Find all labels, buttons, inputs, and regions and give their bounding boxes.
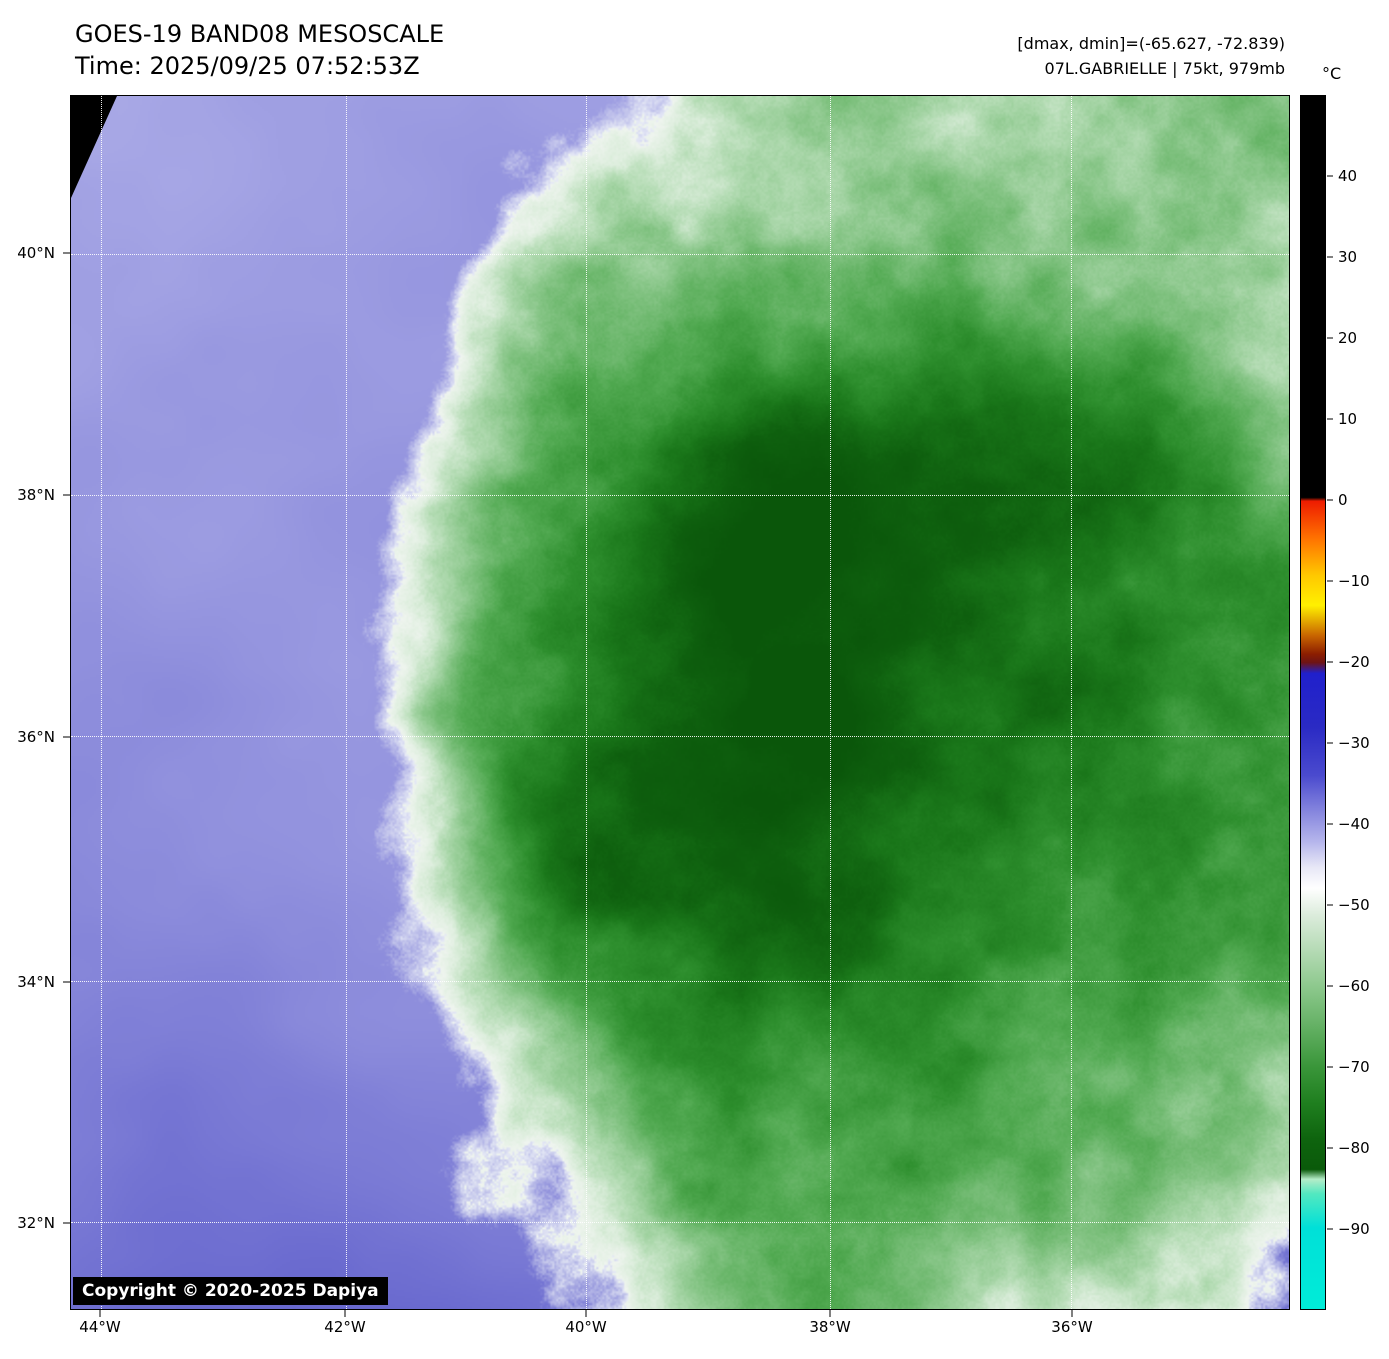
colorbar-tick-mark — [1327, 256, 1333, 258]
dmax-dmin-readout: [dmax, dmin]=(-65.627, -72.839) — [1017, 34, 1285, 53]
latitude-tick-label: 32°N — [17, 1213, 55, 1232]
latitude-axis: 40°N 38°N 36°N 34°N 32°N — [0, 95, 62, 1310]
longitude-tick-label: 38°W — [809, 1318, 851, 1336]
latitude-gridline — [71, 253, 1289, 255]
colorbar-tick-mark — [1327, 823, 1333, 825]
longitude-tick-mark — [829, 1310, 831, 1317]
longitude-gridline — [1071, 96, 1073, 1309]
figure-title: GOES-19 BAND08 MESOSCALE — [75, 20, 445, 48]
longitude-gridline — [586, 96, 588, 1309]
storm-info-readout: 07L.GABRIELLE | 75kt, 979mb — [1044, 59, 1285, 78]
latitude-tick-label: 40°N — [17, 243, 55, 262]
colorbar-tick-mark — [1327, 985, 1333, 987]
latitude-tick-mark — [63, 981, 70, 983]
colorbar-tick-mark — [1327, 1228, 1333, 1230]
figure-timestamp: Time: 2025/09/25 07:52:53Z — [75, 52, 420, 80]
colorbar-tick-label: 0 — [1338, 490, 1348, 509]
header-right-block: [dmax, dmin]=(-65.627, -72.839) 07L.GABR… — [1017, 31, 1285, 81]
colorbar-tick-label: −90 — [1338, 1219, 1370, 1238]
temperature-colorbar — [1300, 95, 1326, 1310]
latitude-gridline — [71, 736, 1289, 738]
colorbar-tick-mark — [1327, 580, 1333, 582]
latitude-tick-label: 36°N — [17, 727, 55, 746]
longitude-tick-mark — [585, 1310, 587, 1317]
colorbar-tick-mark — [1327, 661, 1333, 663]
colorbar-tick-label: 10 — [1338, 410, 1358, 429]
colorbar-tick-label: −20 — [1338, 653, 1370, 672]
colorbar-tick-mark — [1327, 904, 1333, 906]
longitude-tick-label: 40°W — [565, 1318, 607, 1336]
latitude-tick-mark — [63, 252, 70, 254]
latitude-tick-label: 38°N — [17, 485, 55, 504]
colorbar-tick-label: −10 — [1338, 572, 1370, 590]
longitude-gridline — [829, 96, 831, 1309]
colorbar-tick-label: −50 — [1338, 896, 1370, 915]
latitude-gridline — [71, 495, 1289, 497]
latitude-gridline — [71, 1221, 1289, 1223]
latitude-tick-marks — [63, 95, 70, 1310]
copyright-badge: Copyright © 2020-2025 Dapiya — [73, 1277, 388, 1305]
longitude-tick-mark — [99, 1310, 101, 1317]
colorbar-tick-label: 30 — [1338, 247, 1358, 266]
longitude-tick-label: 44°W — [79, 1318, 121, 1336]
colorbar-tick-mark — [1327, 1147, 1333, 1149]
colorbar-tick-mark — [1327, 175, 1333, 177]
longitude-tick-marks — [70, 1310, 1290, 1317]
colorbar-tick-mark — [1327, 337, 1333, 339]
latitude-gridline — [71, 981, 1289, 983]
longitude-axis: 44°W 42°W 40°W 38°W 36°W — [70, 1318, 1290, 1340]
longitude-tick-mark — [1071, 1310, 1073, 1317]
longitude-gridline — [100, 96, 102, 1309]
latitude-tick-mark — [63, 1222, 70, 1224]
longitude-tick-label: 36°W — [1051, 1318, 1093, 1336]
colorbar-tick-mark — [1327, 418, 1333, 420]
colorbar-tick-label: −30 — [1338, 733, 1370, 752]
latitude-tick-mark — [63, 736, 70, 738]
colorbar-unit-label: °C — [1322, 64, 1342, 83]
satellite-image — [71, 96, 1289, 1309]
longitude-tick-label: 42°W — [324, 1318, 366, 1336]
colorbar-tick-label: 40 — [1338, 167, 1358, 186]
colorbar-tick-label: −80 — [1338, 1139, 1370, 1158]
colorbar-tick-label: 20 — [1338, 329, 1358, 347]
longitude-gridline — [345, 96, 347, 1309]
colorbar-tick-mark — [1327, 742, 1333, 744]
colorbar-tick-mark — [1327, 499, 1333, 501]
satellite-map: Copyright © 2020-2025 Dapiya — [70, 95, 1290, 1310]
longitude-tick-mark — [344, 1310, 346, 1317]
colorbar-tick-area: 40 30 20 10 0 −10 −20 −30 −40 −50 −60 −70 −80 −90 — [1327, 95, 1389, 1310]
colorbar-tick-label: −60 — [1338, 976, 1370, 995]
latitude-tick-label: 34°N — [17, 972, 55, 991]
latitude-tick-mark — [63, 494, 70, 496]
colorbar-tick-label: −70 — [1338, 1058, 1370, 1076]
colorbar-tick-mark — [1327, 1066, 1333, 1068]
colorbar-tick-label: −40 — [1338, 815, 1370, 833]
